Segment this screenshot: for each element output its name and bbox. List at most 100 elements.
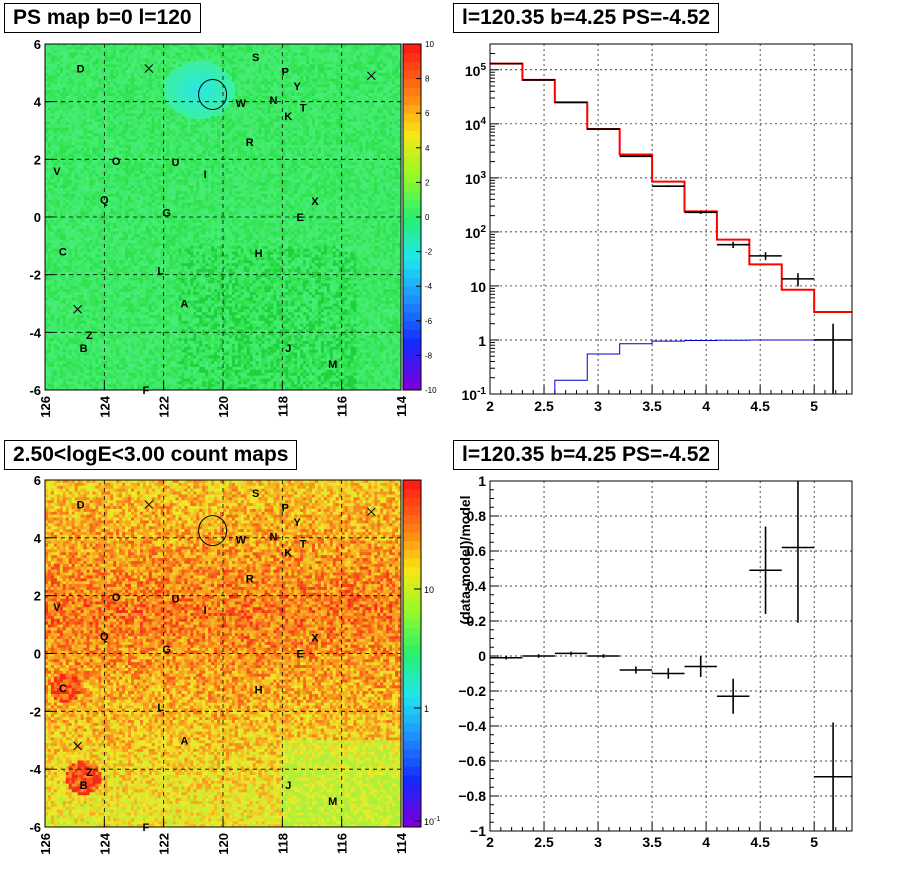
heatmap-cell	[92, 55, 96, 59]
heatmap-cell	[145, 332, 150, 336]
heatmap-cell	[113, 199, 117, 203]
heatmap-cell	[98, 277, 102, 281]
heatmap-cell	[56, 46, 61, 51]
heatmap-cell	[151, 381, 156, 385]
heatmap-cell	[101, 142, 105, 146]
heatmap-cell	[59, 144, 64, 149]
heatmap-cell	[74, 130, 79, 134]
heatmap-cell	[119, 266, 123, 270]
heatmap-cell	[101, 165, 105, 169]
heatmap-cell	[113, 257, 117, 261]
heatmap-cell	[83, 343, 87, 348]
heatmap-cell	[110, 240, 114, 244]
heatmap-cell	[134, 323, 138, 327]
heatmap-cell	[142, 46, 147, 51]
heatmap-cell	[142, 173, 147, 178]
heatmap-cell	[77, 75, 81, 79]
heatmap-cell	[45, 49, 49, 54]
heatmap-cell	[89, 364, 93, 368]
heatmap-cell	[59, 329, 64, 333]
heatmap-cell	[157, 136, 162, 140]
heatmap-cell	[45, 44, 49, 48]
heatmap-cell	[59, 375, 64, 379]
heatmap-cell	[83, 179, 87, 183]
heatmap-cell	[151, 139, 156, 143]
heatmap-cell	[157, 375, 162, 379]
heatmap-cell	[104, 240, 108, 244]
heatmap-cell	[45, 150, 49, 154]
heatmap-cell	[98, 251, 102, 255]
heatmap-cell	[110, 283, 114, 287]
heatmap-cell	[45, 366, 49, 371]
heatmap-cell	[163, 329, 168, 333]
heatmap-cell	[119, 150, 123, 154]
heatmap-cell	[80, 315, 84, 319]
heatmap-cell	[104, 266, 108, 270]
heatmap-cell	[113, 49, 117, 54]
heatmap-cell	[163, 361, 168, 365]
heatmap-cell	[134, 64, 138, 68]
heatmap-cell	[166, 217, 170, 221]
heatmap-cell	[101, 95, 105, 100]
heatmap-cell	[145, 309, 150, 313]
heatmap-cell	[92, 352, 96, 356]
heatmap-cell	[56, 61, 61, 65]
heatmap-cell	[136, 387, 141, 391]
heatmap-cell	[80, 153, 84, 157]
heatmap-cell	[125, 167, 129, 172]
heatmap-cell	[110, 116, 114, 120]
heatmap-cell	[62, 121, 67, 126]
heatmap-cell	[86, 130, 90, 134]
heatmap-cell	[92, 104, 96, 108]
heatmap-cell	[113, 320, 117, 325]
heatmap-cell	[74, 121, 79, 126]
heatmap-cell	[101, 332, 105, 336]
heatmap-cell	[157, 179, 162, 183]
heatmap-cell	[122, 64, 126, 68]
heatmap-cell	[128, 188, 132, 192]
heatmap-cell	[125, 222, 129, 227]
heatmap-cell	[134, 150, 138, 154]
heatmap-cell	[98, 219, 102, 224]
heatmap-cell	[139, 52, 144, 56]
heatmap-cell	[151, 95, 156, 100]
heatmap-cell	[65, 248, 70, 252]
heatmap-cell	[45, 188, 49, 192]
heatmap-cell	[116, 69, 120, 74]
heatmap-cell	[166, 87, 170, 91]
heatmap-cell	[80, 358, 84, 362]
heatmap-cell	[92, 320, 96, 325]
heatmap-cell	[119, 167, 123, 172]
heatmap-cell	[92, 193, 96, 198]
heatmap-cell	[151, 165, 156, 169]
heatmap-cell	[53, 231, 58, 235]
heatmap-cell	[128, 72, 132, 77]
heatmap-cell	[80, 372, 84, 376]
heatmap-cell	[98, 165, 102, 169]
heatmap-cell	[142, 49, 147, 54]
heatmap-cell	[151, 44, 156, 48]
heatmap-cell	[119, 113, 123, 117]
heatmap-cell	[74, 199, 79, 203]
heatmap-cell	[80, 222, 84, 227]
heatmap-cell	[80, 116, 84, 120]
heatmap-cell	[148, 306, 153, 310]
heatmap-cell	[74, 268, 79, 273]
heatmap-cell	[65, 231, 70, 235]
heatmap-cell	[65, 147, 70, 152]
heatmap-cell	[98, 202, 102, 206]
heatmap-cell	[122, 150, 126, 154]
heatmap-cell	[125, 263, 129, 267]
heatmap-cell	[148, 240, 153, 244]
heatmap-cell	[119, 315, 123, 319]
heatmap-cell	[166, 242, 170, 247]
heatmap-cell	[65, 257, 70, 261]
heatmap-cell	[134, 326, 138, 330]
heatmap-cell	[98, 188, 102, 192]
heatmap-cell	[116, 378, 120, 382]
heatmap-cell	[148, 369, 153, 374]
heatmap-cell	[65, 121, 70, 126]
heatmap-cell	[71, 214, 76, 218]
heatmap-cell	[113, 222, 117, 227]
heatmap-cell	[95, 320, 99, 325]
